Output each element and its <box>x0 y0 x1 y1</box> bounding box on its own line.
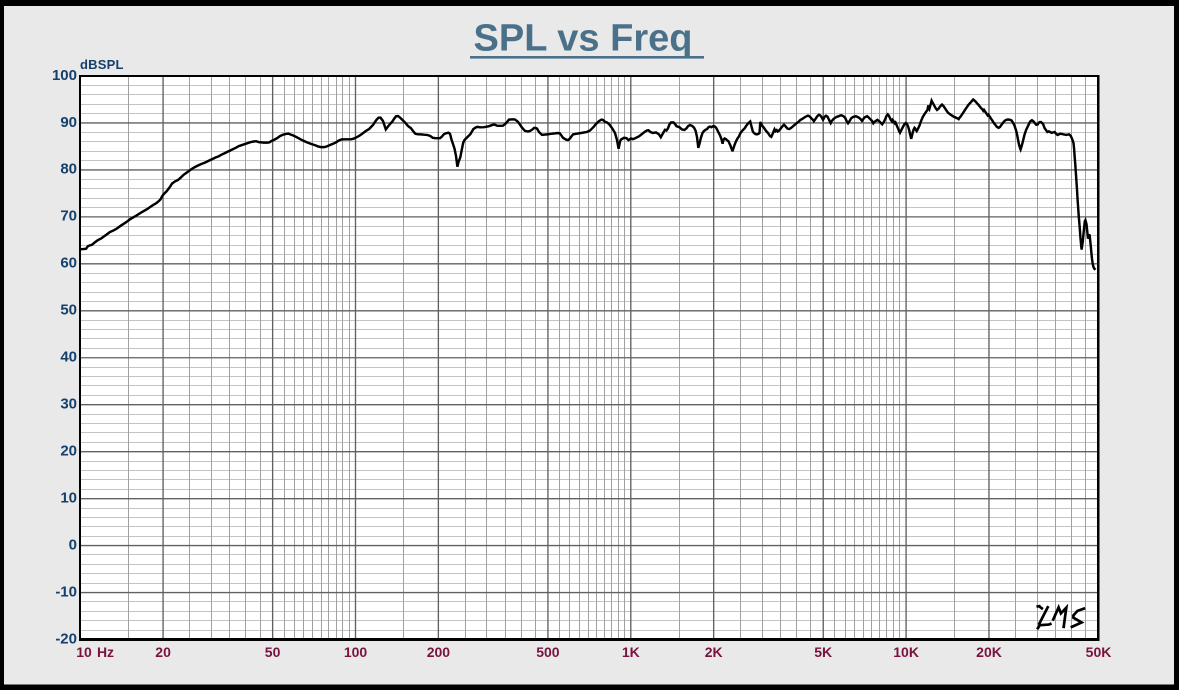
svg-text:50: 50 <box>265 644 281 660</box>
svg-text:50: 50 <box>60 302 77 319</box>
svg-text:100: 100 <box>344 644 368 660</box>
svg-text:1K: 1K <box>622 644 640 660</box>
svg-text:200: 200 <box>427 644 451 660</box>
svg-text:20: 20 <box>60 443 77 460</box>
svg-text:5K: 5K <box>814 644 832 660</box>
svg-text:60: 60 <box>60 255 77 272</box>
svg-text:90: 90 <box>60 114 77 131</box>
svg-text:Hz: Hz <box>97 644 114 660</box>
svg-text:-20: -20 <box>55 630 77 647</box>
svg-text:2K: 2K <box>705 644 723 660</box>
svg-text:10K: 10K <box>893 644 919 660</box>
svg-text:10: 10 <box>76 644 92 660</box>
svg-text:500: 500 <box>536 644 560 660</box>
svg-text:20K: 20K <box>976 644 1002 660</box>
svg-text:0: 0 <box>69 536 77 553</box>
svg-text:dBSPL: dBSPL <box>80 57 124 72</box>
svg-text:30: 30 <box>60 396 77 413</box>
svg-text:SPL vs Freq: SPL vs Freq <box>474 18 693 60</box>
svg-text:70: 70 <box>60 208 77 225</box>
svg-text:10: 10 <box>60 489 77 506</box>
svg-text:50K: 50K <box>1086 644 1112 660</box>
svg-text:20: 20 <box>155 644 171 660</box>
svg-text:40: 40 <box>60 349 77 366</box>
svg-text:-10: -10 <box>55 583 77 600</box>
svg-text:100: 100 <box>52 67 77 84</box>
svg-text:80: 80 <box>60 161 77 178</box>
